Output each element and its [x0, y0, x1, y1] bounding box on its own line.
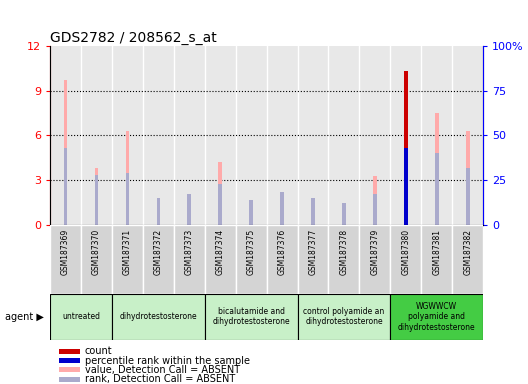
Text: GSM187379: GSM187379	[370, 229, 380, 275]
Bar	[174, 225, 205, 294]
Bar	[112, 294, 205, 340]
Bar	[219, 162, 222, 225]
Bar	[143, 225, 174, 294]
Bar	[64, 80, 68, 225]
Bar	[311, 198, 315, 225]
Text: agent ▶: agent ▶	[5, 312, 44, 322]
Text: GSM187374: GSM187374	[216, 229, 225, 275]
Text: GSM187371: GSM187371	[123, 229, 132, 275]
Bar	[373, 194, 377, 225]
Bar	[59, 367, 80, 372]
Bar	[435, 113, 439, 225]
Bar	[280, 192, 284, 225]
Bar	[50, 225, 81, 294]
Text: control polyamide an
dihydrotestosterone: control polyamide an dihydrotestosterone	[303, 307, 384, 326]
Bar	[205, 294, 298, 340]
Bar	[452, 225, 483, 294]
Bar	[219, 184, 222, 225]
Bar	[360, 225, 390, 294]
Bar	[235, 225, 267, 294]
Text: GSM187376: GSM187376	[278, 229, 287, 275]
Bar	[50, 294, 112, 340]
Bar	[59, 377, 80, 382]
Text: bicalutamide and
dihydrotestosterone: bicalutamide and dihydrotestosterone	[212, 307, 290, 326]
Bar	[267, 225, 298, 294]
Bar	[59, 358, 80, 363]
Text: rank, Detection Call = ABSENT: rank, Detection Call = ABSENT	[85, 374, 235, 384]
Bar	[342, 208, 346, 225]
Bar	[404, 71, 408, 225]
Bar	[249, 201, 253, 225]
Bar	[126, 173, 129, 225]
Bar	[404, 71, 408, 225]
Bar	[156, 211, 161, 225]
Text: GSM187369: GSM187369	[61, 229, 70, 275]
Text: untreated: untreated	[62, 312, 100, 321]
Bar	[205, 225, 235, 294]
Text: GDS2782 / 208562_s_at: GDS2782 / 208562_s_at	[50, 31, 217, 45]
Bar	[298, 225, 328, 294]
Bar	[435, 153, 439, 225]
Bar	[249, 200, 253, 225]
Text: percentile rank within the sample: percentile rank within the sample	[85, 356, 250, 366]
Bar	[404, 148, 408, 225]
Bar	[328, 225, 360, 294]
Text: dihydrotestosterone: dihydrotestosterone	[119, 312, 197, 321]
Text: GSM187372: GSM187372	[154, 229, 163, 275]
Text: WGWWCW
polyamide and
dihydrotestosterone: WGWWCW polyamide and dihydrotestosterone	[398, 302, 476, 332]
Bar	[280, 198, 284, 225]
Text: GSM187375: GSM187375	[247, 229, 256, 275]
Bar	[64, 148, 68, 225]
Bar	[187, 198, 191, 225]
Bar	[298, 294, 390, 340]
Bar	[112, 225, 143, 294]
Text: GSM187378: GSM187378	[340, 229, 348, 275]
Bar	[390, 225, 421, 294]
Text: GSM187377: GSM187377	[308, 229, 317, 275]
Bar	[466, 131, 469, 225]
Bar	[95, 175, 98, 225]
Text: value, Detection Call = ABSENT: value, Detection Call = ABSENT	[85, 365, 240, 375]
Text: GSM187370: GSM187370	[92, 229, 101, 275]
Text: GSM187373: GSM187373	[185, 229, 194, 275]
Bar	[59, 349, 80, 354]
Text: GSM187380: GSM187380	[401, 229, 410, 275]
Bar	[156, 198, 161, 225]
Bar	[95, 168, 98, 225]
Bar	[466, 167, 469, 225]
Bar	[342, 203, 346, 225]
Text: GSM187382: GSM187382	[463, 229, 472, 275]
Bar	[404, 148, 408, 225]
Bar	[421, 225, 452, 294]
Text: count: count	[85, 346, 112, 356]
Bar	[311, 199, 315, 225]
Text: GSM187381: GSM187381	[432, 229, 441, 275]
Bar	[81, 225, 112, 294]
Bar	[373, 175, 377, 225]
Bar	[390, 294, 483, 340]
Bar	[126, 131, 129, 225]
Bar	[187, 194, 191, 225]
